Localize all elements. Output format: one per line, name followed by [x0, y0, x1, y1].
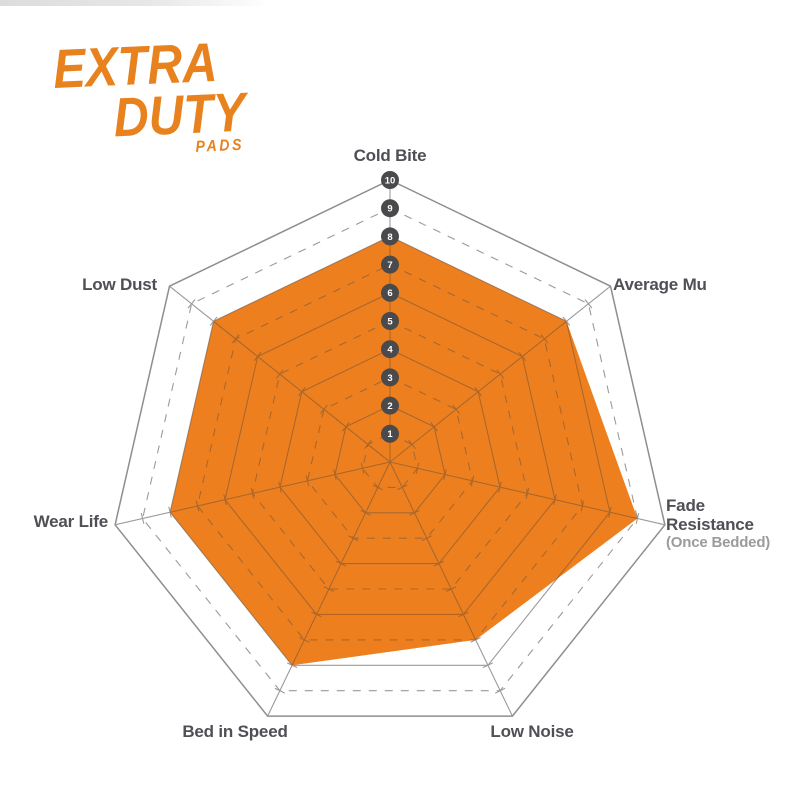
svg-text:2: 2: [387, 401, 392, 412]
axis-label-bed-in-speed: Bed in Speed: [182, 722, 288, 741]
axis-label-average-mu: Average Mu: [613, 275, 707, 294]
axis-label-fade-resistance: Fade Resistance (Once Bedded): [666, 496, 781, 552]
page-edge-artifact: [0, 0, 272, 6]
svg-text:1: 1: [387, 429, 393, 440]
svg-text:8: 8: [387, 232, 392, 243]
axis-label-cold-bite: Cold Bite: [353, 146, 427, 165]
axis-label-low-noise: Low Noise: [490, 722, 574, 741]
svg-text:4: 4: [387, 345, 393, 356]
axis-label-wear-life: Wear Life: [33, 512, 109, 531]
scale-badges: 1 2 3 4 5 6 7 8 9 10: [381, 171, 399, 443]
axis-label-fade-resistance-main: Fade Resistance: [666, 496, 754, 534]
axis-label-fade-resistance-sub: (Once Bedded): [666, 534, 771, 551]
svg-text:7: 7: [387, 260, 392, 271]
svg-text:10: 10: [385, 175, 396, 186]
svg-text:6: 6: [387, 288, 392, 299]
axis-label-low-dust: Low Dust: [82, 275, 157, 294]
svg-text:5: 5: [387, 316, 393, 327]
svg-text:3: 3: [387, 373, 392, 384]
svg-text:9: 9: [387, 204, 392, 215]
